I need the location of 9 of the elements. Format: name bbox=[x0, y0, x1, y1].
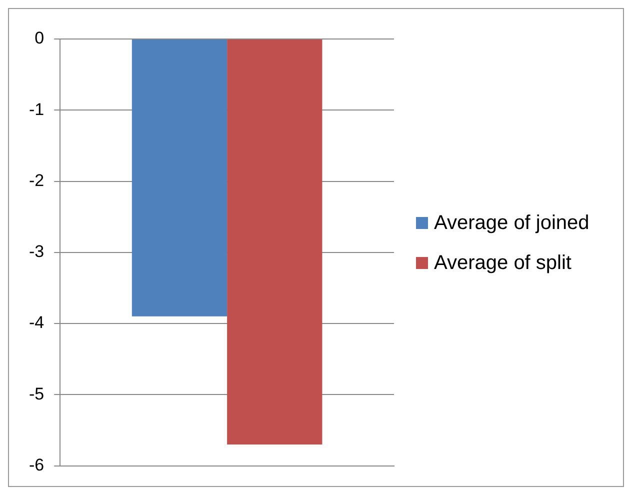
y-tick-label: 0 bbox=[34, 28, 44, 48]
y-tick-label: -3 bbox=[28, 242, 44, 262]
legend-label: Average of split bbox=[434, 250, 572, 276]
y-tick-label: -6 bbox=[28, 455, 44, 474]
y-tick-label: -5 bbox=[28, 384, 44, 404]
y-tick-label: -2 bbox=[28, 170, 44, 190]
y-tick-label: -1 bbox=[28, 100, 44, 119]
y-tick-label: -4 bbox=[28, 313, 44, 332]
legend-label: Average of joined bbox=[434, 210, 590, 236]
